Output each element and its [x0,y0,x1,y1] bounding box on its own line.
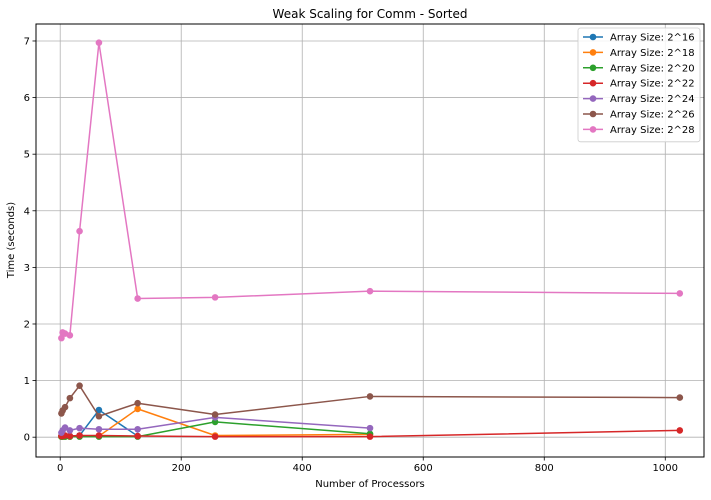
plot-series [58,39,684,440]
data-point [134,295,141,302]
data-point [61,403,69,411]
series-3 [58,427,684,440]
grid [36,24,704,457]
x-tick-label: 0 [57,463,63,474]
legend-label: Array Size: 2^28 [610,125,695,136]
legend-marker [589,126,597,133]
x-tick-label: 800 [535,463,554,474]
data-point [366,433,374,440]
data-point [58,334,65,342]
data-point [211,433,219,440]
series-6 [58,39,684,342]
legend-marker [589,49,597,56]
data-point [134,432,141,440]
data-point [134,405,141,413]
data-point [211,294,219,301]
legend-item: Array Size: 2^28 [583,125,695,136]
data-point [95,39,103,46]
data-point [366,393,374,400]
data-point [76,382,83,389]
legend-box [577,27,701,143]
legend-marker [589,33,597,41]
data-point [211,411,219,418]
legend-label: Array Size: 2^18 [610,48,695,59]
legend-item: Array Size: 2^22 [583,79,695,90]
y-tick-label: 0 [24,433,30,444]
plot-frame [35,23,705,458]
axis-ticks: 0 200 400 600 800 1000 0 1 2 3 4 5 6 7 [24,36,678,474]
data-point [95,412,103,420]
data-point [366,287,374,295]
y-tick-label: 6 [24,93,30,104]
x-tick-label: 400 [293,463,312,474]
data-point [676,427,684,434]
series-4 [58,414,374,436]
data-point [66,432,74,440]
legend: Array Size: 2^16 Array Size: 2^18 Array Si… [577,27,701,143]
legend-marker [589,64,597,72]
legend-label: Array Size: 2^20 [610,63,695,74]
legend-label: Array Size: 2^26 [610,110,695,121]
legend-label: Array Size: 2^22 [610,79,695,90]
x-axis-label: Number of Processors [315,479,425,490]
y-tick-label: 7 [24,36,30,47]
y-tick-label: 1 [24,376,30,387]
series-5 [58,382,684,420]
data-point [95,425,103,433]
data-point [76,424,83,432]
x-tick-label: 200 [172,463,191,474]
legend-marker [589,95,597,102]
chart-title: Weak Scaling for Comm - Sorted [273,7,468,21]
data-point [61,424,69,431]
data-point [76,432,83,439]
x-tick-label: 600 [414,463,433,474]
data-point [95,406,103,414]
legend-item: Array Size: 2^20 [583,63,695,74]
legend-label: Array Size: 2^16 [610,33,695,44]
legend-item: Array Size: 2^26 [583,110,695,121]
y-tick-label: 2 [24,319,30,330]
data-point [676,290,684,297]
legend-marker [589,110,597,118]
data-point [211,418,219,426]
legend-label: Array Size: 2^24 [610,94,695,105]
y-axis-label: Time (seconds) [6,202,17,279]
data-point [66,332,74,339]
data-point [134,399,141,407]
x-tick-label: 1000 [653,463,678,474]
legend-item: Array Size: 2^18 [583,48,695,59]
y-tick-label: 5 [24,150,30,161]
data-point [366,424,374,432]
data-point [134,425,141,433]
data-point [676,394,684,401]
data-point [76,227,83,235]
y-tick-label: 4 [24,206,30,217]
legend-item: Array Size: 2^24 [583,94,695,105]
y-tick-label: 3 [24,263,30,274]
data-point [66,427,74,434]
legend-marker [589,79,597,87]
data-point [95,432,103,439]
data-point [66,394,74,402]
legend-item: Array Size: 2^16 [583,33,695,44]
